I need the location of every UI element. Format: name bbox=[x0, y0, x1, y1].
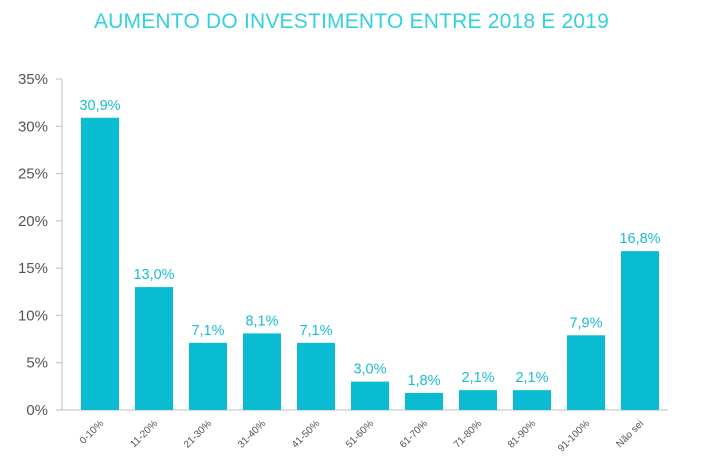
x-tick-label: 41-50% bbox=[290, 418, 322, 450]
bar bbox=[621, 251, 659, 410]
x-tick-label: 51-60% bbox=[344, 418, 376, 450]
data-label: 7,1% bbox=[191, 323, 224, 339]
data-label: 16,8% bbox=[619, 231, 660, 247]
data-label: 1,8% bbox=[407, 373, 440, 389]
data-label: 7,1% bbox=[299, 323, 332, 339]
bar bbox=[351, 381, 389, 410]
x-tick-label: 31-40% bbox=[236, 418, 268, 450]
bar bbox=[81, 117, 119, 410]
y-tick-label: 25% bbox=[18, 166, 48, 183]
y-tick-label: 10% bbox=[18, 307, 48, 324]
x-tick-label: 11-20% bbox=[128, 418, 160, 450]
data-label: 2,1% bbox=[461, 370, 494, 386]
data-label: 13,0% bbox=[133, 267, 174, 283]
bar bbox=[297, 342, 335, 410]
bar bbox=[459, 390, 497, 410]
y-tick-label: 30% bbox=[18, 118, 48, 135]
chart-title: AUMENTO DO INVESTIMENTO ENTRE 2018 E 201… bbox=[93, 10, 610, 33]
x-tick-label: 81-90% bbox=[506, 418, 538, 450]
data-label: 3,0% bbox=[353, 362, 386, 378]
bar bbox=[243, 333, 281, 410]
y-tick-label: 5% bbox=[26, 355, 48, 372]
bar bbox=[567, 335, 605, 410]
data-label: 2,1% bbox=[515, 370, 548, 386]
bar bbox=[135, 287, 173, 410]
data-label: 8,1% bbox=[245, 313, 278, 329]
data-label: 30,9% bbox=[79, 98, 120, 114]
x-tick-label: 71-80% bbox=[452, 418, 484, 450]
bar bbox=[405, 392, 443, 410]
y-tick-label: 35% bbox=[18, 71, 48, 88]
x-tick-label: 91-100% bbox=[556, 418, 592, 454]
x-tick-label: 21-30% bbox=[182, 418, 214, 450]
x-tick-label: Não sei bbox=[614, 418, 646, 450]
bar bbox=[189, 342, 227, 410]
bar bbox=[513, 390, 551, 410]
x-tick-label: 61-70% bbox=[398, 418, 430, 450]
x-tick-label: 0-10% bbox=[78, 418, 106, 446]
y-tick-label: 0% bbox=[26, 402, 48, 419]
y-tick-label: 20% bbox=[18, 213, 48, 230]
y-tick-label: 15% bbox=[18, 260, 48, 277]
data-label: 7,9% bbox=[569, 315, 602, 331]
